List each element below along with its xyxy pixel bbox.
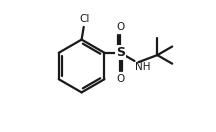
Text: O: O bbox=[116, 74, 124, 84]
Text: S: S bbox=[116, 46, 125, 59]
Text: Cl: Cl bbox=[79, 14, 90, 24]
Text: O: O bbox=[116, 22, 124, 32]
Text: NH: NH bbox=[135, 62, 151, 72]
